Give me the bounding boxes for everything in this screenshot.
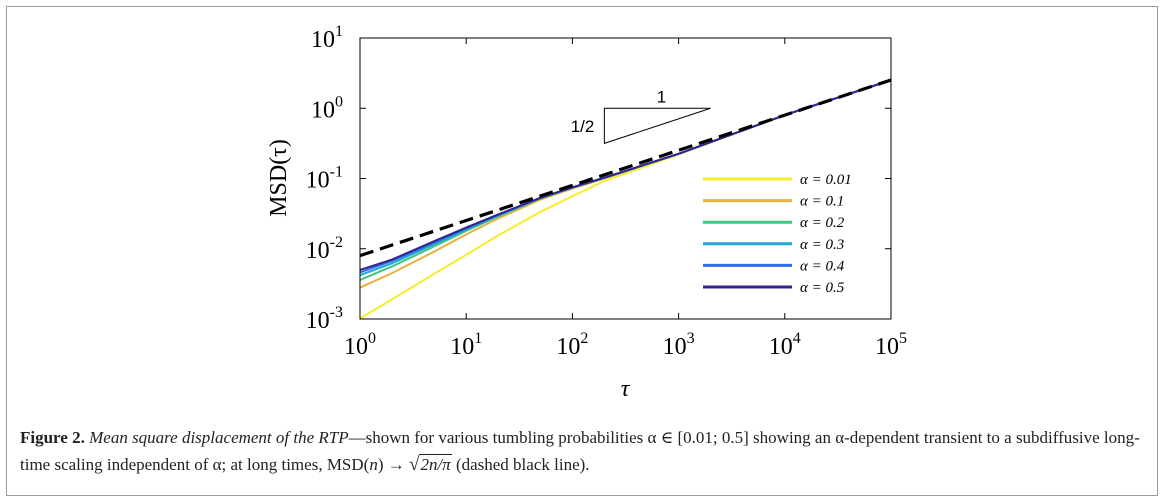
figure-frame [6,6,1158,496]
y-tick-label-4: 101 [311,23,343,53]
legend-label-4: α = 0.3 [800,237,844,253]
x-tick-label-5: 105 [875,330,907,360]
legend-label-1: α = 0.01 [800,172,852,188]
caption-sqrt-body: 2n/π [419,454,452,474]
caption-sqrt-sign: √ [409,454,420,475]
series-line-6 [360,79,891,271]
y-tick-label-0: 10-3 [306,304,343,334]
x-tick-label-3: 103 [663,330,695,360]
slope-label-rise: 1/2 [571,117,595,136]
legend-label-6: α = 0.5 [800,280,845,296]
y-tick-label-2: 10-1 [306,164,343,194]
caption-label: Figure 2. [20,428,85,447]
caption-text-a: —shown for various tumbling probabilitie… [20,428,1140,474]
legend-label-2: α = 0.1 [800,194,844,210]
legend-label-5: α = 0.4 [800,258,845,274]
x-tick-label-0: 100 [344,330,376,360]
caption-n: n [369,455,378,474]
figure-caption: Figure 2. Mean square displacement of th… [20,424,1140,478]
x-axis-label: τ [621,376,631,402]
caption-text-b: ) → [377,455,409,474]
caption-title: Mean square displacement of the RTP [89,428,349,447]
slope-triangle [603,107,711,145]
chart: 100 101 102 103 104 105 10-3 10-2 10-1 100 101 1 1/… [266,23,907,402]
y-tick-label-1: 10-2 [306,234,343,264]
x-tick-label-2: 102 [556,330,588,360]
x-tick-label-1: 101 [450,330,482,360]
legend-label-3: α = 0.2 [800,215,845,231]
y-tick-label-3: 100 [311,93,343,123]
x-tick-label-4: 104 [769,330,801,360]
y-axis-label: MSD(τ) [266,139,292,217]
slope-label-run: 1 [657,87,666,106]
reference-line [360,78,891,258]
caption-text-c: (dashed black line). [451,455,590,474]
